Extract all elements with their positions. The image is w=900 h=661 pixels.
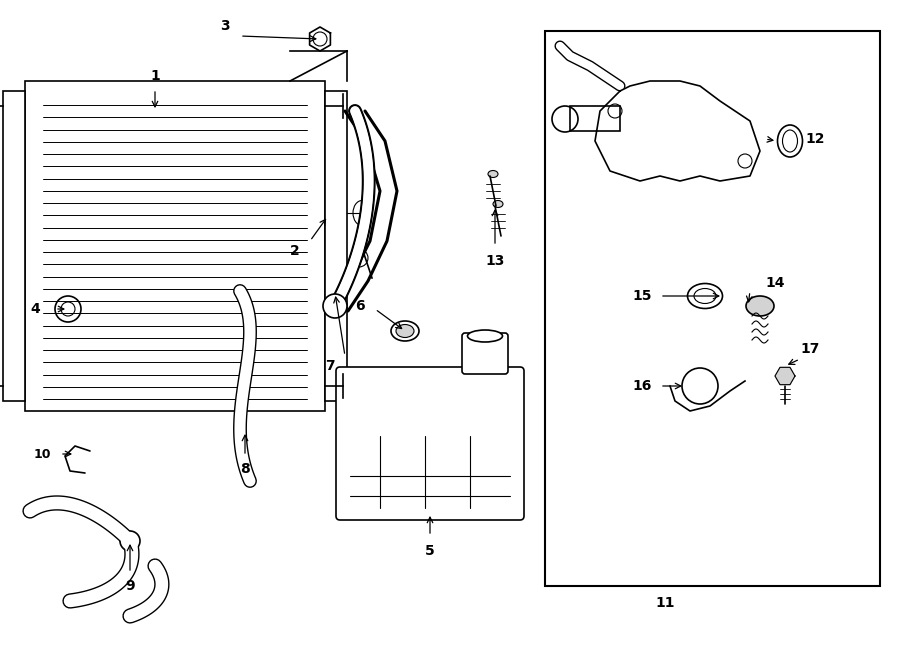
Ellipse shape — [391, 321, 419, 341]
Text: 17: 17 — [800, 342, 820, 356]
Text: 10: 10 — [33, 447, 50, 461]
Ellipse shape — [467, 330, 502, 342]
Ellipse shape — [746, 296, 774, 316]
FancyBboxPatch shape — [3, 91, 25, 401]
Text: 11: 11 — [655, 596, 675, 610]
Text: 12: 12 — [806, 132, 824, 146]
Text: 3: 3 — [220, 19, 230, 33]
Ellipse shape — [396, 325, 414, 338]
Text: 4: 4 — [30, 302, 40, 316]
FancyBboxPatch shape — [325, 91, 347, 401]
FancyBboxPatch shape — [336, 367, 524, 520]
Polygon shape — [595, 81, 760, 181]
FancyBboxPatch shape — [545, 31, 880, 586]
Text: 9: 9 — [125, 579, 135, 593]
Ellipse shape — [488, 171, 498, 178]
Text: 6: 6 — [356, 299, 364, 313]
Text: 15: 15 — [632, 289, 652, 303]
Text: 16: 16 — [633, 379, 652, 393]
FancyBboxPatch shape — [25, 81, 325, 411]
Polygon shape — [775, 368, 795, 385]
Text: 5: 5 — [425, 544, 435, 558]
Ellipse shape — [493, 200, 503, 208]
Text: 14: 14 — [765, 276, 785, 290]
Text: 1: 1 — [150, 69, 160, 83]
Text: 13: 13 — [485, 254, 505, 268]
Circle shape — [120, 531, 140, 551]
Text: 7: 7 — [325, 359, 335, 373]
FancyBboxPatch shape — [462, 333, 508, 374]
Circle shape — [323, 294, 347, 318]
Text: 8: 8 — [240, 462, 250, 476]
Polygon shape — [670, 381, 745, 411]
FancyBboxPatch shape — [570, 106, 620, 131]
Text: 2: 2 — [290, 244, 300, 258]
